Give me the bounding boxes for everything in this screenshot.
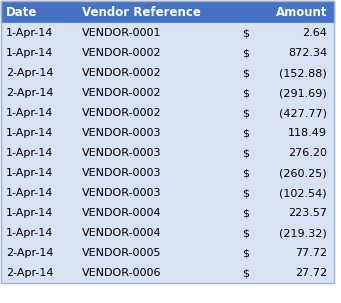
Text: 1-Apr-14: 1-Apr-14	[6, 208, 54, 218]
Text: 2-Apr-14: 2-Apr-14	[6, 68, 54, 78]
Text: 1-Apr-14: 1-Apr-14	[6, 128, 54, 138]
Text: VENDOR-0003: VENDOR-0003	[82, 188, 162, 198]
Text: $: $	[242, 148, 249, 158]
Bar	[1, 223, 334, 243]
Text: 1-Apr-14: 1-Apr-14	[6, 168, 54, 178]
Text: $: $	[242, 28, 249, 38]
Text: (427.77): (427.77)	[279, 108, 327, 118]
Text: (219.32): (219.32)	[279, 228, 327, 238]
Bar	[1, 243, 334, 263]
Text: VENDOR-0003: VENDOR-0003	[82, 168, 162, 178]
Text: (102.54): (102.54)	[279, 188, 327, 198]
Text: 1-Apr-14: 1-Apr-14	[6, 108, 54, 118]
Text: Amount: Amount	[276, 5, 327, 18]
Text: $: $	[242, 128, 249, 138]
Text: 1-Apr-14: 1-Apr-14	[6, 48, 54, 58]
Text: VENDOR-0002: VENDOR-0002	[82, 88, 162, 98]
Text: $: $	[242, 68, 249, 78]
Text: $: $	[242, 248, 249, 258]
Text: 118.49: 118.49	[288, 128, 327, 138]
Text: 27.72: 27.72	[295, 268, 327, 278]
Text: 1-Apr-14: 1-Apr-14	[6, 28, 54, 38]
Text: (291.69): (291.69)	[279, 88, 327, 98]
Bar	[1, 143, 334, 163]
Text: 276.20: 276.20	[288, 148, 327, 158]
Text: $: $	[242, 208, 249, 218]
Bar	[1, 23, 334, 43]
Bar	[1, 1, 334, 23]
Text: 1-Apr-14: 1-Apr-14	[6, 148, 54, 158]
Text: 2.64: 2.64	[302, 28, 327, 38]
Text: VENDOR-0001: VENDOR-0001	[82, 28, 162, 38]
Text: $: $	[242, 48, 249, 58]
Text: 2-Apr-14: 2-Apr-14	[6, 248, 54, 258]
Text: $: $	[242, 228, 249, 238]
Text: 223.57: 223.57	[288, 208, 327, 218]
Bar	[1, 203, 334, 223]
Text: 2-Apr-14: 2-Apr-14	[6, 88, 54, 98]
Text: VENDOR-0002: VENDOR-0002	[82, 68, 162, 78]
Bar	[1, 123, 334, 143]
Text: 2-Apr-14: 2-Apr-14	[6, 268, 54, 278]
Text: VENDOR-0005: VENDOR-0005	[82, 248, 162, 258]
Bar	[1, 263, 334, 283]
Text: 1-Apr-14: 1-Apr-14	[6, 228, 54, 238]
Text: (152.88): (152.88)	[279, 68, 327, 78]
Text: VENDOR-0002: VENDOR-0002	[82, 108, 162, 118]
Text: (260.25): (260.25)	[279, 168, 327, 178]
Text: VENDOR-0004: VENDOR-0004	[82, 228, 162, 238]
Text: VENDOR-0003: VENDOR-0003	[82, 128, 162, 138]
Text: VENDOR-0006: VENDOR-0006	[82, 268, 162, 278]
Text: 1-Apr-14: 1-Apr-14	[6, 188, 54, 198]
Text: Date: Date	[6, 5, 38, 18]
Text: VENDOR-0004: VENDOR-0004	[82, 208, 162, 218]
Bar	[1, 83, 334, 103]
Text: 872.34: 872.34	[288, 48, 327, 58]
Text: $: $	[242, 188, 249, 198]
Bar	[1, 183, 334, 203]
Bar	[1, 163, 334, 183]
Text: $: $	[242, 168, 249, 178]
Bar	[1, 43, 334, 63]
Text: 77.72: 77.72	[295, 248, 327, 258]
Text: Vendor Reference: Vendor Reference	[82, 5, 201, 18]
Text: $: $	[242, 268, 249, 278]
Text: $: $	[242, 88, 249, 98]
Text: VENDOR-0003: VENDOR-0003	[82, 148, 162, 158]
Text: VENDOR-0002: VENDOR-0002	[82, 48, 162, 58]
Text: $: $	[242, 108, 249, 118]
Bar	[1, 63, 334, 83]
Bar	[1, 103, 334, 123]
